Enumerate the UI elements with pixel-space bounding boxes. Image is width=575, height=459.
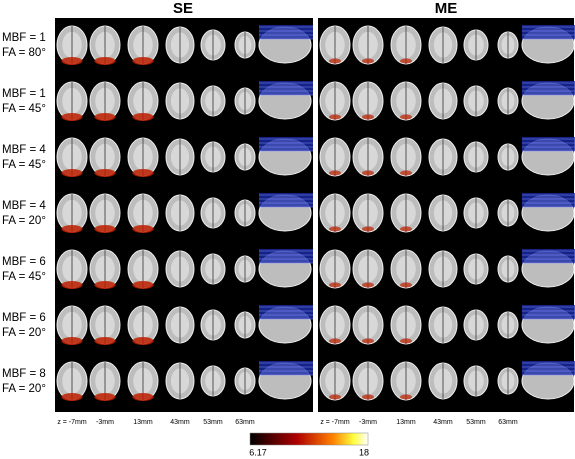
slab: [259, 137, 313, 151]
slice-label: 13mm: [133, 419, 153, 426]
activation: [94, 393, 116, 401]
activation: [61, 225, 83, 233]
slab: [259, 193, 313, 207]
activation: [362, 114, 374, 120]
slice-label: 43mm: [170, 419, 190, 426]
row-label: MBF = 4: [2, 144, 46, 156]
slice-label: z = -7mm: [320, 419, 350, 426]
row-label: FA = 45°: [2, 103, 46, 115]
row-label: MBF = 4: [2, 200, 46, 212]
slice-label: z = -7mm: [57, 419, 87, 426]
slice-label: 53mm: [203, 419, 223, 426]
activation: [132, 281, 154, 289]
slab: [259, 25, 313, 39]
slices: [56, 25, 575, 401]
activation: [94, 169, 116, 177]
activation: [132, 225, 154, 233]
activation: [329, 282, 341, 288]
activation: [94, 225, 116, 233]
colorbar-max: 18: [359, 447, 369, 457]
slab: [522, 249, 575, 263]
slab: [522, 305, 575, 319]
activation: [329, 114, 341, 120]
activation: [94, 281, 116, 289]
slice-label: 53mm: [466, 419, 486, 426]
colorbar: [249, 432, 369, 446]
activation: [132, 337, 154, 345]
slab: [259, 81, 313, 95]
row-label: FA = 45°: [2, 271, 46, 283]
activation: [132, 113, 154, 121]
panel-title: SE: [173, 0, 193, 17]
activation: [400, 338, 412, 344]
activation: [94, 113, 116, 121]
activation: [400, 58, 412, 64]
activation: [61, 393, 83, 401]
activation: [400, 170, 412, 176]
activation: [362, 170, 374, 176]
activation: [61, 281, 83, 289]
activation: [362, 282, 374, 288]
row-label: FA = 20°: [2, 383, 46, 395]
row-label: MBF = 1: [2, 88, 46, 100]
activation: [362, 338, 374, 344]
activation: [362, 394, 374, 400]
activation: [94, 57, 116, 65]
activation: [400, 282, 412, 288]
colorbar-min: 6.17: [249, 447, 267, 457]
slab: [522, 81, 575, 95]
activation: [329, 394, 341, 400]
slice-label: 63mm: [498, 419, 518, 426]
activation: [329, 170, 341, 176]
activation: [61, 169, 83, 177]
activation: [329, 58, 341, 64]
row-label: FA = 80°: [2, 47, 46, 59]
slab: [522, 193, 575, 207]
slab: [522, 361, 575, 375]
slice-label: 63mm: [235, 419, 255, 426]
slab: [259, 305, 313, 319]
activation: [400, 114, 412, 120]
activation: [94, 337, 116, 345]
panel-title: ME: [435, 0, 458, 17]
row-label: FA = 20°: [2, 215, 46, 227]
activation: [400, 394, 412, 400]
row-label: MBF = 1: [2, 32, 46, 44]
activation: [362, 226, 374, 232]
slice-label: 43mm: [433, 419, 453, 426]
row-label: FA = 20°: [2, 327, 46, 339]
activation: [132, 57, 154, 65]
slice-label: -3mm: [359, 419, 377, 426]
activation: [132, 393, 154, 401]
row-label: FA = 45°: [2, 159, 46, 171]
slice-label: -3mm: [96, 419, 114, 426]
activation: [61, 337, 83, 345]
row-label: MBF = 6: [2, 312, 46, 324]
slab: [259, 249, 313, 263]
activation: [61, 113, 83, 121]
activation: [329, 226, 341, 232]
activation: [132, 169, 154, 177]
slice-label: 13mm: [396, 419, 416, 426]
slab: [522, 25, 575, 39]
activation: [400, 226, 412, 232]
slab: [259, 361, 313, 375]
row-label: MBF = 6: [2, 256, 46, 268]
slab: [522, 137, 575, 151]
activation: [329, 338, 341, 344]
activation: [362, 58, 374, 64]
activation: [61, 57, 83, 65]
row-label: MBF = 8: [2, 368, 46, 380]
